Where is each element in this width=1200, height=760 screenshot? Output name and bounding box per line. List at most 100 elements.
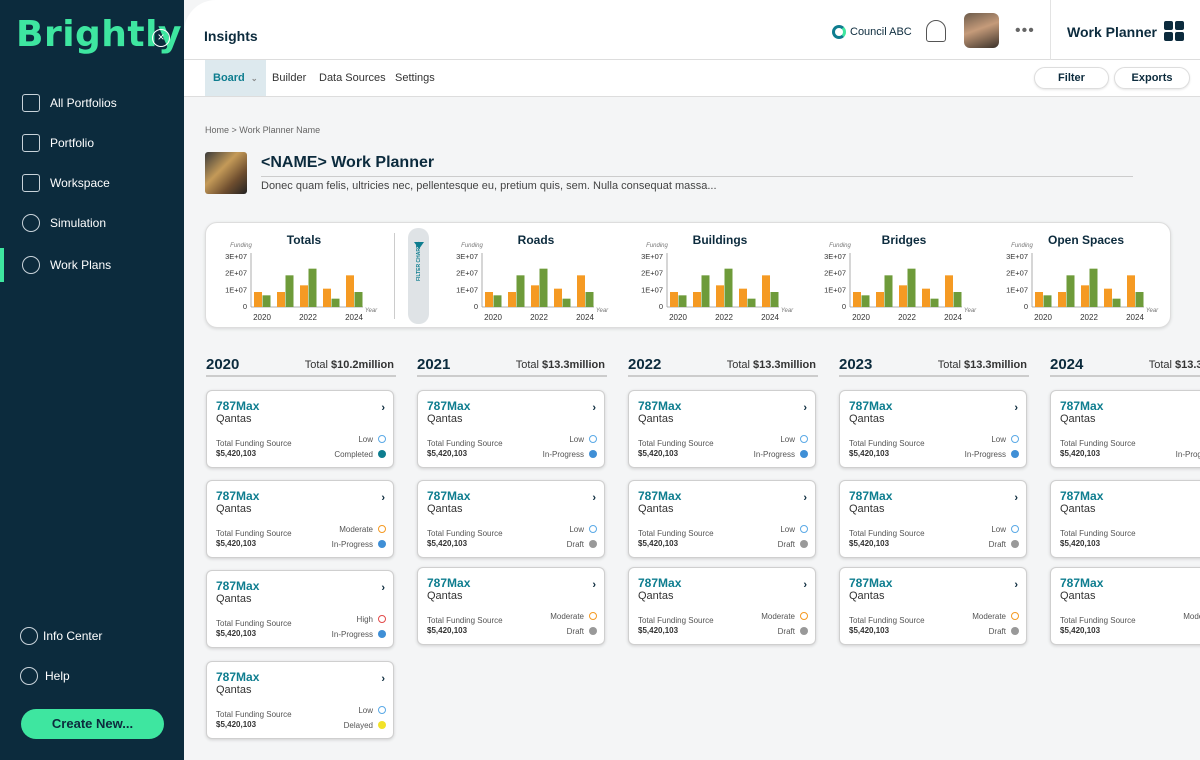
chevron-right-icon[interactable]: ›	[1014, 579, 1018, 591]
chart-y-tick: 2E+07	[641, 269, 663, 278]
sidebar-item-work-plans[interactable]: Work Plans	[0, 248, 184, 282]
filter-button[interactable]: Filter	[1034, 67, 1109, 89]
column-total-label: Total	[937, 359, 961, 371]
card-client: Qantas	[427, 503, 463, 515]
close-circle-icon[interactable]: ×	[152, 29, 170, 47]
chart-bar	[739, 288, 747, 307]
chart-bar	[853, 292, 861, 307]
card-name: 787Max	[216, 579, 260, 593]
sidebar-item-label: All Portfolios	[50, 96, 117, 110]
chart-y-tick: 2E+07	[824, 269, 846, 278]
chart-x-tick: 2020	[484, 313, 502, 322]
bell-icon[interactable]	[926, 20, 946, 42]
chart-bar	[300, 285, 308, 307]
chevron-right-icon[interactable]: ›	[1014, 492, 1018, 504]
chevron-right-icon[interactable]: ›	[381, 582, 385, 594]
card-name: 787Max	[638, 399, 682, 413]
sidebar-item-help[interactable]: Help	[0, 659, 184, 693]
app-grid-icon[interactable]	[1164, 21, 1184, 41]
briefcase-icon	[22, 134, 40, 152]
sidebar-item-workspace[interactable]: Workspace	[0, 166, 184, 200]
sidebar-item-portfolio[interactable]: Portfolio	[0, 126, 184, 160]
card-client: Qantas	[638, 590, 674, 602]
chevron-right-icon[interactable]: ›	[592, 492, 596, 504]
status-label: Draft	[566, 540, 584, 549]
page-title: Insights	[204, 28, 258, 44]
chevron-right-icon[interactable]: ›	[592, 579, 596, 591]
chevron-right-icon[interactable]: ›	[803, 402, 807, 414]
chevron-right-icon[interactable]: ›	[803, 492, 807, 504]
chart-ylabel: Funding	[230, 243, 252, 249]
breadcrumb[interactable]: Home > Work Planner Name	[205, 125, 321, 135]
tab-data-sources[interactable]: Data Sources	[319, 72, 386, 84]
chevron-right-icon[interactable]: ›	[381, 492, 385, 504]
status-indicator-icon	[800, 450, 808, 458]
chart-y-tick: 2E+07	[1006, 269, 1028, 278]
sidebar-item-info-center[interactable]: Info Center	[0, 619, 184, 653]
card-name: 787Max	[427, 399, 471, 413]
funding-amount: $5,420,103	[216, 539, 257, 548]
risk-indicator-icon	[378, 435, 386, 443]
tab-settings[interactable]: Settings	[395, 72, 435, 84]
person-icon	[20, 627, 38, 645]
chevron-right-icon[interactable]: ›	[381, 402, 385, 414]
funding-amount: $5,420,103	[427, 539, 468, 548]
chart-x-tick: 2020	[253, 313, 271, 322]
column-total-value: $13.3million	[964, 359, 1027, 371]
tab-builder[interactable]: Builder	[272, 72, 307, 84]
status-indicator-icon	[378, 450, 386, 458]
chart-title: Bridges	[882, 233, 927, 247]
column-total: Total $13.3million	[516, 359, 605, 371]
chevron-right-icon[interactable]: ›	[1014, 402, 1018, 414]
exports-button[interactable]: Exports	[1114, 67, 1190, 89]
chart-x-tick: 2024	[1126, 313, 1144, 322]
chevron-right-icon[interactable]: ›	[803, 579, 807, 591]
org-switcher[interactable]: Council ABC	[832, 25, 912, 39]
chart-bar	[922, 288, 930, 307]
status-indicator-icon	[1011, 540, 1019, 548]
sidebar-item-label: Work Plans	[50, 258, 112, 272]
chart-y-tick: 0	[842, 302, 846, 311]
chevron-right-icon[interactable]: ›	[592, 402, 596, 414]
column-total-value: $10.2million	[331, 359, 394, 371]
funding-amount: $5,420,103	[638, 539, 679, 548]
avatar[interactable]	[964, 13, 999, 48]
risk-indicator-icon	[589, 525, 597, 533]
column-total: Total $13.3million	[727, 359, 816, 371]
top-bar: Insights Council ABC ••• Work Planner	[184, 0, 1200, 60]
funding-amount: $5,420,103	[1060, 539, 1101, 548]
create-new-button[interactable]: Create New...	[21, 709, 164, 739]
more-icon[interactable]: •••	[1015, 22, 1035, 39]
org-name: Council ABC	[850, 26, 912, 38]
chevron-right-icon[interactable]: ›	[381, 673, 385, 685]
funding-amount: $5,420,103	[216, 449, 257, 458]
risk-label: Low	[569, 435, 584, 444]
chart-y-tick: 1E+07	[456, 285, 478, 294]
filter-charts-button[interactable]: FILTER CHARTS	[408, 228, 429, 324]
chart-bar	[953, 292, 962, 307]
chart-bar	[308, 268, 317, 307]
sidebar-item-simulation[interactable]: Simulation	[0, 206, 184, 240]
status-indicator-icon	[378, 630, 386, 638]
status-label: Draft	[988, 627, 1006, 636]
tab-board[interactable]: Board ⌄	[205, 60, 266, 96]
sidebar-item-all-portfolios[interactable]: All Portfolios	[0, 86, 184, 120]
chart-bar	[861, 295, 870, 307]
funding-amount: $5,420,103	[638, 449, 679, 458]
